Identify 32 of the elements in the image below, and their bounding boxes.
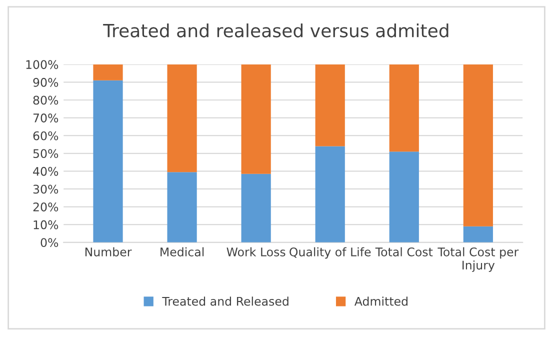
y-tick-label: 90% [33,78,58,87]
x-tick-label: Work Loss [226,247,286,256]
x-tick-label: Total Cost per Injury [438,247,519,272]
bar [93,64,123,80]
x-tick-label: Number [85,247,132,256]
y-tick-label: 20% [33,202,58,212]
bar [93,80,123,242]
bar [315,146,345,242]
bar [167,172,197,242]
y-tick-label: 0% [40,238,58,248]
legend-label: Admitted [354,296,408,306]
bar [389,64,419,152]
bar [389,152,419,242]
y-tick-label: 80% [33,96,58,105]
y-tick-label: 50% [33,149,58,158]
y-tick-label: 70% [33,114,58,122]
y-tick-label: 30% [33,184,58,194]
bar [463,64,493,226]
bar [463,226,493,242]
x-tick-label: Quality of Life [290,247,371,259]
y-tick-label: 40% [33,166,58,176]
chart-title: Treated and realeased versus admited [103,23,448,38]
x-tick-label: Total Cost [375,247,433,256]
bar [241,174,271,242]
y-tick-label: 100% [26,60,58,70]
bar [241,64,271,174]
y-tick-label: 10% [34,220,58,230]
x-tick-label: Medical [160,247,204,256]
bar [167,64,197,172]
bar [315,64,345,146]
legend-label: Treated and Released [162,296,288,306]
y-tick-label: 60% [33,131,58,140]
